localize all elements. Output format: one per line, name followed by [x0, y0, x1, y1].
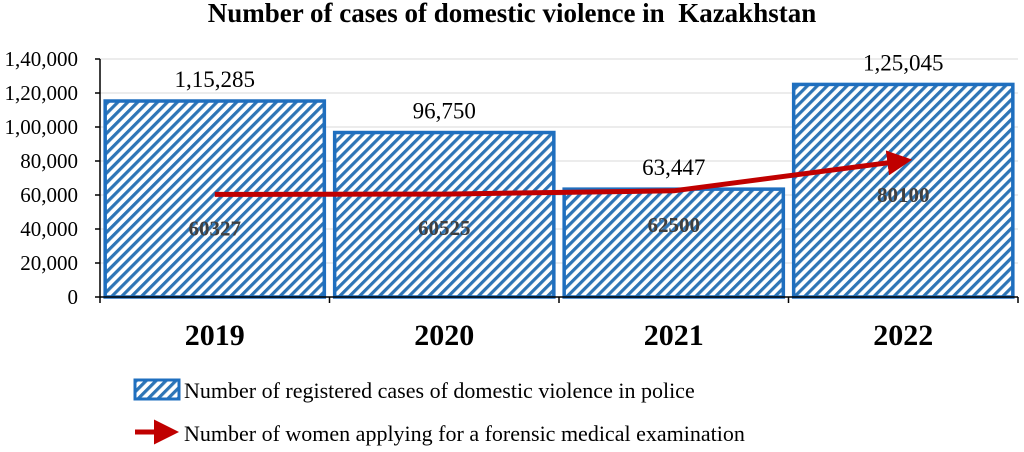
bar-2019	[103, 99, 327, 299]
bar-value-label: 63,447	[642, 155, 705, 180]
legend-label-line: Number of women applying for a forensic …	[184, 421, 745, 446]
x-tick-label: 2022	[873, 319, 933, 352]
y-tick-label: 0	[68, 285, 79, 309]
y-tick-label: 40,000	[20, 217, 78, 241]
x-tick-label: 2020	[414, 319, 474, 352]
bar-series	[103, 82, 1015, 299]
line-value-label: 60525	[418, 216, 471, 240]
chart-title: Number of cases of domestic violence in …	[208, 0, 816, 28]
line-value-label: 60327	[189, 216, 242, 240]
bar-2022	[791, 82, 1015, 299]
line-value-label: 62500	[648, 213, 701, 237]
bar-2020	[332, 130, 556, 299]
y-axis-ticks: 0 20,000 40,000 60,000 80,000 1,00,000 1,20,00…	[5, 47, 100, 309]
y-tick-label: 1,40,000	[5, 47, 79, 71]
legend-swatch-bars	[133, 378, 181, 401]
bar-data-labels: 1,15,285 96,750 63,447 1,25,045	[175, 50, 944, 180]
bar-value-label: 1,25,045	[863, 50, 944, 75]
x-axis-labels: 2019 2020 2021 2022	[185, 319, 934, 352]
y-tick-label: 1,00,000	[5, 115, 79, 139]
line-data-labels: 60327 60525 62500 80100	[189, 183, 930, 241]
legend: Number of registered cases of domestic v…	[133, 378, 745, 446]
line-series	[214, 150, 913, 197]
line-forensic-examinations	[214, 150, 913, 197]
y-tick-label: 1,20,000	[5, 81, 79, 105]
bar-value-label: 96,750	[413, 99, 476, 124]
y-tick-label: 80,000	[20, 149, 78, 173]
bar-value-label: 1,15,285	[175, 67, 256, 92]
y-tick-label: 60,000	[20, 183, 78, 207]
legend-label-bars: Number of registered cases of domestic v…	[184, 378, 695, 403]
x-tick-label: 2021	[644, 319, 704, 352]
line-value-label: 80100	[877, 183, 930, 207]
axes	[99, 59, 1019, 303]
bar-2021	[562, 187, 786, 299]
y-tick-label: 20,000	[20, 251, 78, 275]
x-tick-label: 2019	[185, 319, 245, 352]
